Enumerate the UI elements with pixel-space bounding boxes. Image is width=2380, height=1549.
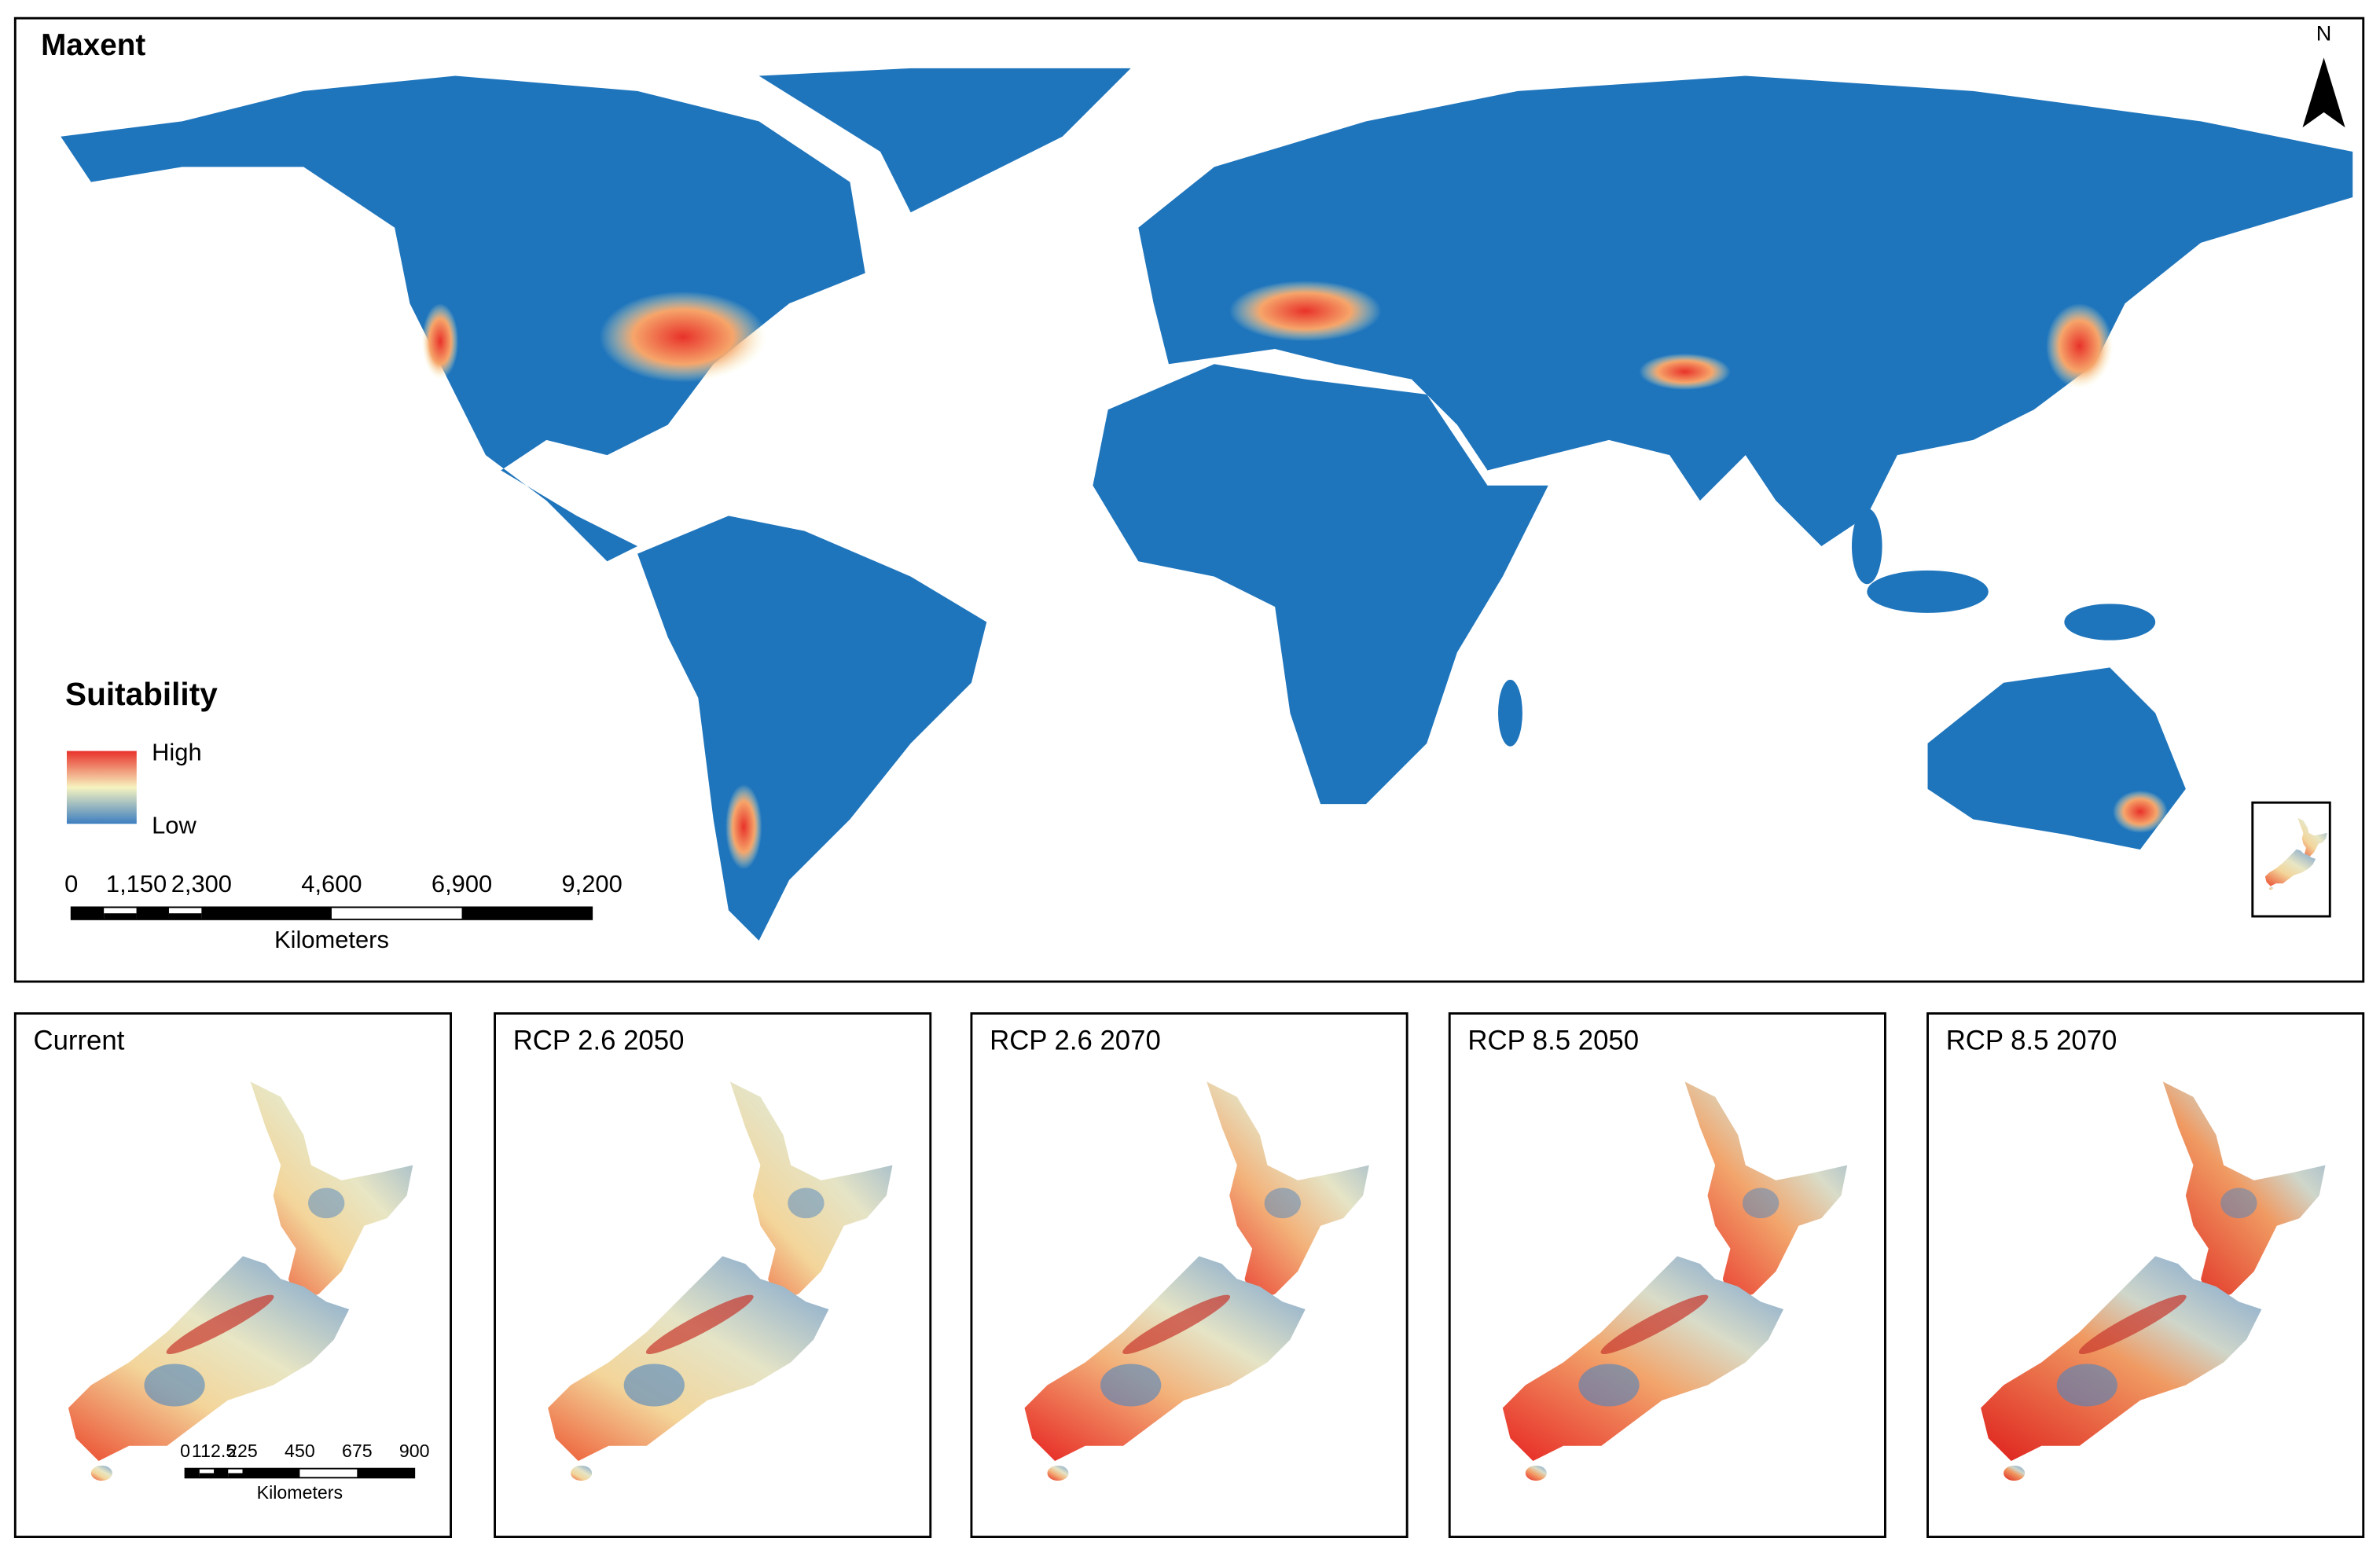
scale-bar-label: 225 — [227, 1441, 258, 1461]
scale-bar-lower — [228, 1473, 243, 1478]
alpine-band — [1122, 1294, 1231, 1354]
low-area — [623, 1364, 685, 1407]
scale-bar-label: 0 — [64, 870, 78, 897]
panel-title: RCP 2.6 2050 — [513, 1026, 685, 1055]
scale-bar-label: 2,300 — [171, 870, 232, 897]
low-area — [1100, 1364, 1162, 1407]
scale-bar-lower — [168, 913, 202, 919]
scale-bar-segment — [214, 1468, 229, 1478]
low-area — [1264, 1187, 1301, 1219]
scale-bar-lower — [199, 1473, 215, 1478]
panel-title: RCP 8.5 2070 — [1946, 1026, 2117, 1055]
scale-bar-label: 9,200 — [561, 870, 622, 897]
scale-bar: 0 1,150 2,300 4,600 6,900 9,200 Kilometers — [64, 870, 623, 953]
scale-bar-lower — [104, 913, 137, 919]
alpine-band — [645, 1294, 754, 1354]
scale-bar-label: 6,900 — [432, 870, 492, 897]
scale-bar-label: 1,150 — [106, 870, 167, 897]
low-area — [144, 1364, 205, 1407]
north-label: N — [2316, 22, 2332, 46]
suitability-hotspots — [421, 281, 2168, 870]
legend-title: Suitability — [65, 676, 218, 712]
scale-bar-label: 4,600 — [301, 870, 362, 897]
map-title: Maxent — [41, 28, 145, 62]
legend-low: Low — [152, 811, 196, 839]
scale-bar-segment — [242, 1468, 300, 1478]
scale-bar-unit: Kilometers — [257, 1482, 343, 1503]
north-arrow — [2302, 57, 2345, 128]
panel-title: Current — [33, 1026, 124, 1055]
low-area — [2220, 1187, 2257, 1219]
alpine-band — [1600, 1294, 1709, 1354]
alpine-band — [2078, 1294, 2187, 1354]
scale-bar-segment — [71, 907, 105, 919]
legend-ramp — [66, 751, 137, 824]
inset-box — [2251, 801, 2331, 918]
low-area — [2056, 1364, 2117, 1407]
scale-bar-segment — [461, 907, 593, 919]
legend-high: High — [152, 739, 202, 766]
alpine-band — [166, 1294, 274, 1354]
scale-bar-label: 450 — [285, 1441, 315, 1461]
panel-title: RCP 8.5 2050 — [1467, 1026, 1639, 1055]
scale-bar-label: 0 — [180, 1441, 190, 1461]
scale-bar-unit: Kilometers — [274, 926, 389, 953]
scale-bar-segment — [201, 907, 332, 919]
low-area — [788, 1187, 825, 1219]
scale-bar-label: 675 — [342, 1441, 373, 1461]
scale-bar-label: 112.5 — [192, 1441, 236, 1461]
scale-bar-segment — [136, 907, 169, 919]
low-area — [1578, 1364, 1640, 1407]
scale-bar-segment — [185, 1468, 200, 1478]
low-area — [1742, 1187, 1779, 1219]
scale-bar-label: 900 — [399, 1441, 430, 1461]
scale-bar-segment — [357, 1468, 415, 1478]
panel-title: RCP 2.6 2070 — [990, 1026, 1161, 1055]
low-area — [308, 1187, 345, 1219]
